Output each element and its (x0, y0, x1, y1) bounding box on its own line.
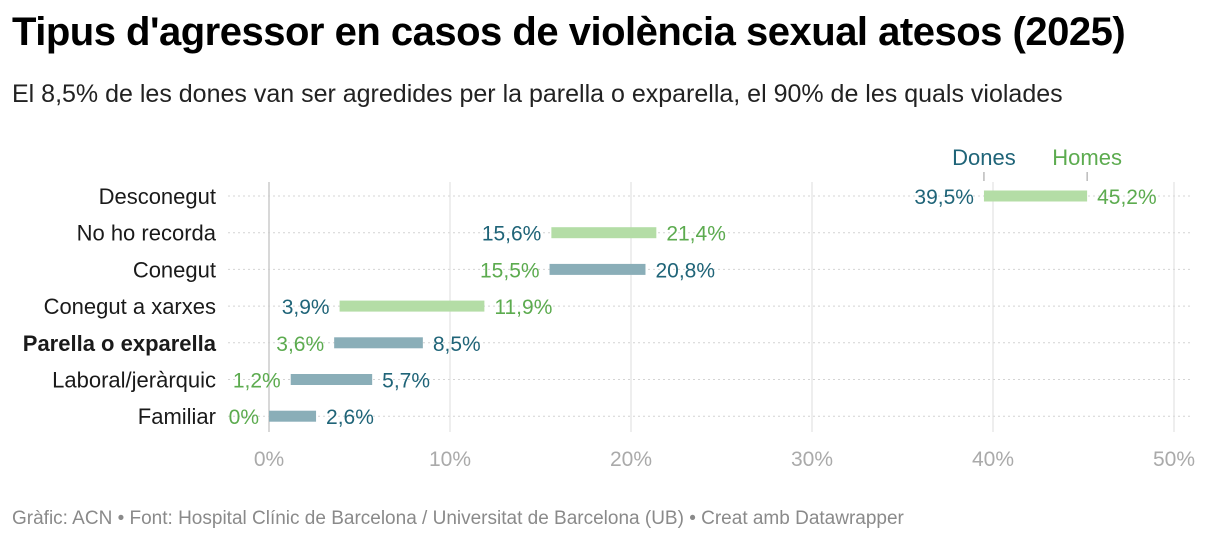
value-label: 8,5% (433, 333, 481, 356)
value-label: 45,2% (1097, 186, 1157, 209)
value-label: 15,6% (482, 223, 542, 246)
range-bar (269, 410, 317, 422)
chart-footer: Gràfic: ACN • Font: Hospital Clínic de B… (12, 508, 904, 529)
value-label: 15,5% (480, 259, 540, 282)
value-label: 21,4% (666, 223, 726, 246)
range-bar (339, 300, 485, 312)
category-label: Conegut a xarxes (44, 294, 216, 319)
x-tick-label: 40% (972, 448, 1014, 471)
category-label: Conegut (133, 257, 216, 282)
legend: Dones Homes (952, 145, 1122, 181)
value-label: 11,9% (494, 296, 552, 319)
chart-title: Tipus d'agressor en casos de violència s… (12, 10, 1126, 54)
x-axis-ticks: 0% 10% 20% 30% 40% 50% (254, 448, 1195, 471)
value-label: 2,6% (326, 406, 374, 429)
range-bar (549, 263, 646, 275)
value-label: 39,5% (914, 186, 974, 209)
range-bar (983, 190, 1088, 202)
value-label: 3,9% (282, 296, 330, 319)
category-label: Desconegut (99, 184, 216, 209)
legend-dones: Dones (952, 145, 1016, 170)
x-tick-label: 0% (254, 448, 284, 471)
value-labels: 39,5% 45,2% 15,6% 21,4% 15,5% 20,8% 3,9% 11,9% 3… (229, 186, 1157, 429)
value-label: 20,8% (655, 259, 715, 282)
value-label: 5,7% (382, 370, 430, 393)
value-label: 1,2% (233, 370, 281, 393)
legend-homes: Homes (1052, 145, 1122, 170)
range-chart: Desconegut No ho recorda Conegut Conegut a … (23, 145, 1195, 471)
category-label: Parella o exparella (23, 331, 217, 356)
range-bars (269, 190, 1088, 422)
x-tick-label: 20% (610, 448, 652, 471)
category-label: No ho recorda (77, 221, 217, 246)
range-bar (551, 227, 657, 239)
range-bar (334, 337, 423, 349)
chart-subtitle: El 8,5% de les dones van ser agredides p… (12, 80, 1063, 108)
x-tick-label: 50% (1153, 448, 1195, 471)
value-label: 3,6% (276, 333, 324, 356)
category-label: Laboral/jeràrquic (52, 368, 216, 393)
x-tick-label: 30% (791, 448, 833, 471)
x-tick-label: 10% (429, 448, 471, 471)
value-label: 0% (229, 406, 259, 429)
category-labels: Desconegut No ho recorda Conegut Conegut a … (23, 184, 217, 429)
range-bar (290, 374, 373, 385)
category-label: Familiar (138, 404, 216, 429)
